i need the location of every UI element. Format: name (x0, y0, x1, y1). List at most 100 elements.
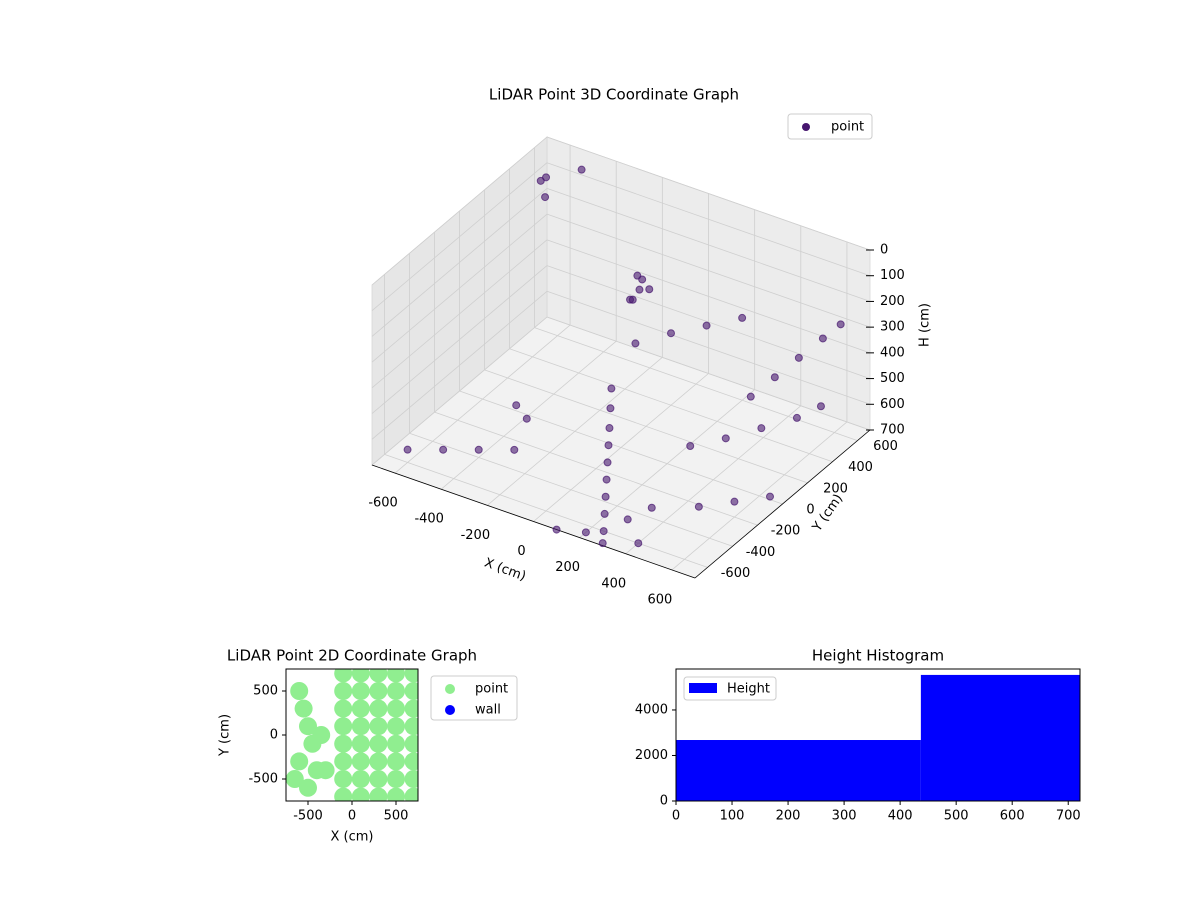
point (351, 770, 370, 788)
point (334, 717, 353, 736)
point (404, 752, 418, 771)
axis-label: H (cm) (918, 303, 933, 347)
legend-label: point (831, 120, 864, 135)
point (387, 787, 405, 801)
tick-label: -600 (368, 496, 398, 511)
point (369, 682, 388, 700)
point (721, 434, 730, 443)
tick-label: -400 (414, 512, 444, 527)
point (369, 787, 388, 801)
grid-line (484, 369, 808, 484)
tick-label: -200 (771, 524, 801, 539)
point (403, 445, 412, 454)
point (334, 699, 353, 718)
axis-label: X (cm) (331, 830, 374, 845)
point (286, 770, 304, 788)
point (404, 669, 418, 683)
point (404, 734, 418, 753)
chart-2d: point wall -500 0 500 -500 0 500 X (cm) Y (cm) LiD… (218, 647, 518, 845)
x-tick-label: 500 (384, 809, 409, 824)
point (702, 321, 711, 330)
point (351, 752, 370, 771)
grid-line (534, 327, 858, 441)
point (334, 682, 353, 700)
tick-label: 400 (880, 345, 905, 360)
point (387, 734, 405, 753)
x-axis (371, 464, 696, 579)
chart-3d: -600-400-2000200400600-600-400-200020040… (368, 86, 932, 608)
point (836, 320, 845, 329)
point (369, 752, 388, 771)
tick-label: 200 (880, 294, 905, 309)
point (334, 787, 353, 801)
grid-line (371, 316, 548, 466)
point (290, 682, 309, 700)
point (818, 334, 827, 343)
grid-line (371, 162, 548, 312)
point (647, 503, 656, 512)
tick-label: 0 (806, 503, 814, 518)
point (369, 734, 388, 753)
tick-label: 600 (873, 439, 898, 454)
legend-marker (445, 684, 455, 694)
tick-label: 0 (517, 544, 525, 559)
y-tick-label: 0 (660, 794, 668, 809)
tick-label: 100 (880, 268, 905, 283)
y-tick-label: 500 (253, 684, 278, 699)
point (369, 770, 388, 788)
point (581, 528, 590, 537)
tick-label: 0 (880, 243, 888, 258)
tick-label: 600 (880, 397, 905, 412)
point (792, 413, 801, 422)
point (351, 669, 370, 683)
point (294, 699, 313, 718)
point (757, 424, 766, 433)
legend-label: point (475, 682, 508, 697)
point (351, 787, 370, 801)
point (694, 502, 703, 511)
point (474, 445, 483, 454)
point (351, 682, 370, 700)
point (351, 699, 370, 718)
tick-label: 400 (601, 576, 626, 591)
point (387, 717, 405, 736)
point (312, 726, 331, 744)
point (369, 669, 388, 683)
legend-box (787, 113, 873, 140)
grid-line (546, 213, 871, 328)
grid-line (546, 239, 871, 354)
point (387, 682, 405, 700)
bar (920, 674, 1080, 801)
chart-title: LiDAR Point 3D Coordinate Graph (489, 86, 739, 104)
x-tick-label: 600 (1000, 809, 1025, 824)
grid-line (546, 290, 871, 405)
point (730, 497, 739, 506)
tick-label: 200 (823, 481, 848, 496)
y-tick-label: 4000 (635, 702, 668, 717)
grid-line (371, 136, 548, 286)
point (316, 761, 335, 780)
point (635, 285, 644, 294)
point (577, 165, 586, 174)
axes-frame (675, 668, 1081, 802)
tick-label: 600 (648, 592, 673, 607)
point (606, 404, 615, 413)
grid-line (371, 213, 548, 363)
point (770, 373, 779, 382)
point (522, 414, 531, 423)
grid-line (384, 454, 708, 568)
point (738, 313, 747, 322)
tick-label: 700 (880, 423, 905, 438)
tick-label: 300 (880, 320, 905, 335)
x-tick-label: 0 (672, 809, 680, 824)
point (766, 492, 774, 501)
point (598, 539, 607, 548)
point (290, 752, 309, 771)
point (299, 717, 317, 736)
point (299, 778, 317, 797)
point (334, 770, 353, 788)
point (794, 353, 803, 362)
point (603, 458, 612, 467)
point (387, 699, 405, 718)
